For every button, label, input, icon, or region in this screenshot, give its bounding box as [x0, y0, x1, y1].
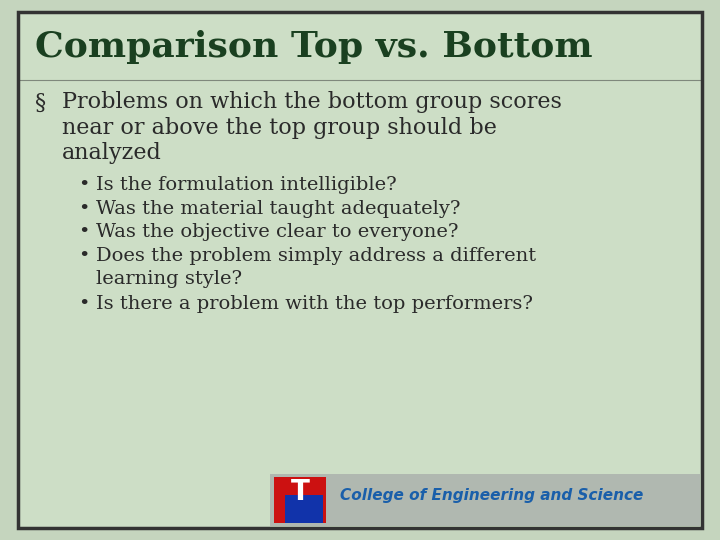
Text: •: • — [78, 247, 89, 265]
Text: Is the formulation intelligible?: Is the formulation intelligible? — [96, 176, 397, 194]
Text: •: • — [78, 176, 89, 194]
Text: •: • — [78, 200, 89, 218]
FancyBboxPatch shape — [285, 495, 323, 523]
FancyBboxPatch shape — [18, 12, 702, 528]
Text: §: § — [35, 92, 46, 114]
Text: •: • — [78, 224, 89, 241]
Text: Problems on which the bottom group scores: Problems on which the bottom group score… — [62, 91, 562, 113]
Text: Is there a problem with the top performers?: Is there a problem with the top performe… — [96, 295, 533, 313]
FancyBboxPatch shape — [274, 477, 326, 523]
FancyBboxPatch shape — [270, 474, 700, 526]
Text: •: • — [78, 295, 89, 313]
Text: analyzed: analyzed — [62, 142, 162, 164]
Text: Was the material taught adequately?: Was the material taught adequately? — [96, 200, 461, 218]
Text: T: T — [291, 478, 310, 506]
Text: College of Engineering and Science: College of Engineering and Science — [340, 488, 644, 503]
Text: Comparison Top vs. Bottom: Comparison Top vs. Bottom — [35, 30, 593, 64]
Text: near or above the top group should be: near or above the top group should be — [62, 117, 497, 139]
Text: Does the problem simply address a different
learning style?: Does the problem simply address a differ… — [96, 247, 536, 288]
Text: Was the objective clear to everyone?: Was the objective clear to everyone? — [96, 224, 459, 241]
